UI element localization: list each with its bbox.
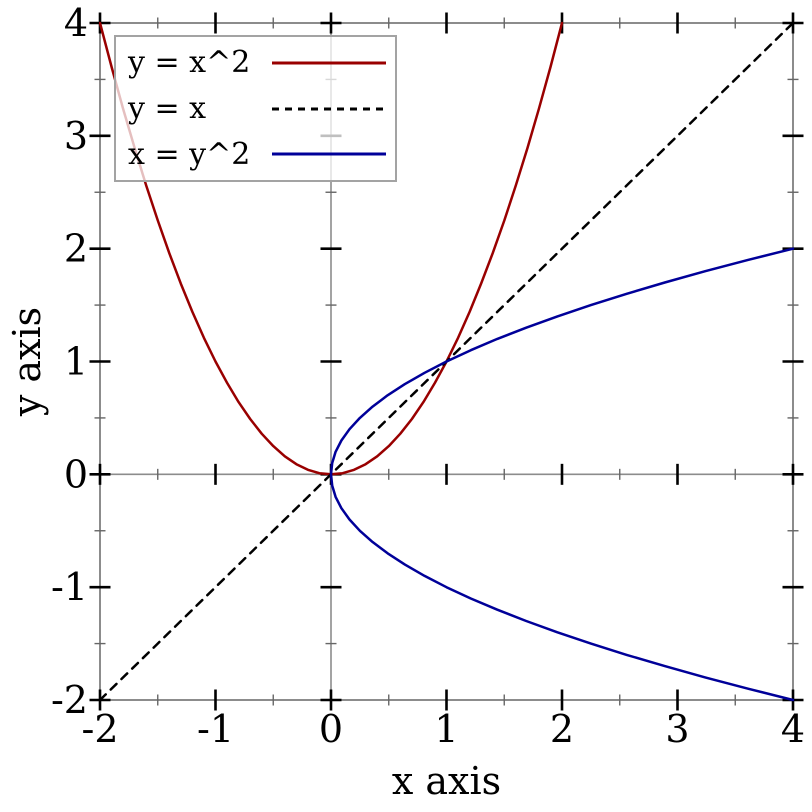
y-tick-label: 3 xyxy=(64,114,88,158)
y-tick-label: 4 xyxy=(64,1,88,45)
legend-item: x = y^2 xyxy=(128,132,387,176)
legend: y = x^2 y = x x = y^2 xyxy=(114,35,397,182)
legend-sample-line xyxy=(272,152,386,156)
x-tick-label: 4 xyxy=(781,707,805,751)
x-tick-label: 3 xyxy=(665,707,689,751)
y-tick-label: 0 xyxy=(64,452,88,496)
series-curves xyxy=(99,21,795,702)
legend-item: y = x xyxy=(128,87,387,131)
x-axis-title: x axis xyxy=(392,759,501,803)
y-axis-title: y axis xyxy=(5,307,49,417)
x-tick-label: 1 xyxy=(434,707,458,751)
legend-item: y = x^2 xyxy=(128,41,387,85)
legend-sample-line xyxy=(272,61,386,65)
legend-sample-line xyxy=(272,107,386,110)
curve-2 xyxy=(329,247,795,702)
y-tick-labels: -2 -1 0 1 2 3 4 xyxy=(51,1,88,722)
x-tick-label: 0 xyxy=(319,707,343,751)
x-tick-label: -1 xyxy=(197,707,234,751)
y-tick-label: 1 xyxy=(64,340,88,384)
x-tick-labels: -2 -1 0 1 2 3 4 xyxy=(81,707,805,751)
x-tick-label: -2 xyxy=(81,707,118,751)
y-tick-label: -2 xyxy=(51,678,88,722)
legend-label: y = x xyxy=(128,91,207,126)
y-tick-label: -1 xyxy=(51,565,88,609)
legend-label: x = y^2 xyxy=(128,136,251,172)
x-tick-label: 2 xyxy=(550,707,574,751)
legend-label: y = x^2 xyxy=(128,45,251,81)
y-tick-label: 2 xyxy=(64,227,88,271)
